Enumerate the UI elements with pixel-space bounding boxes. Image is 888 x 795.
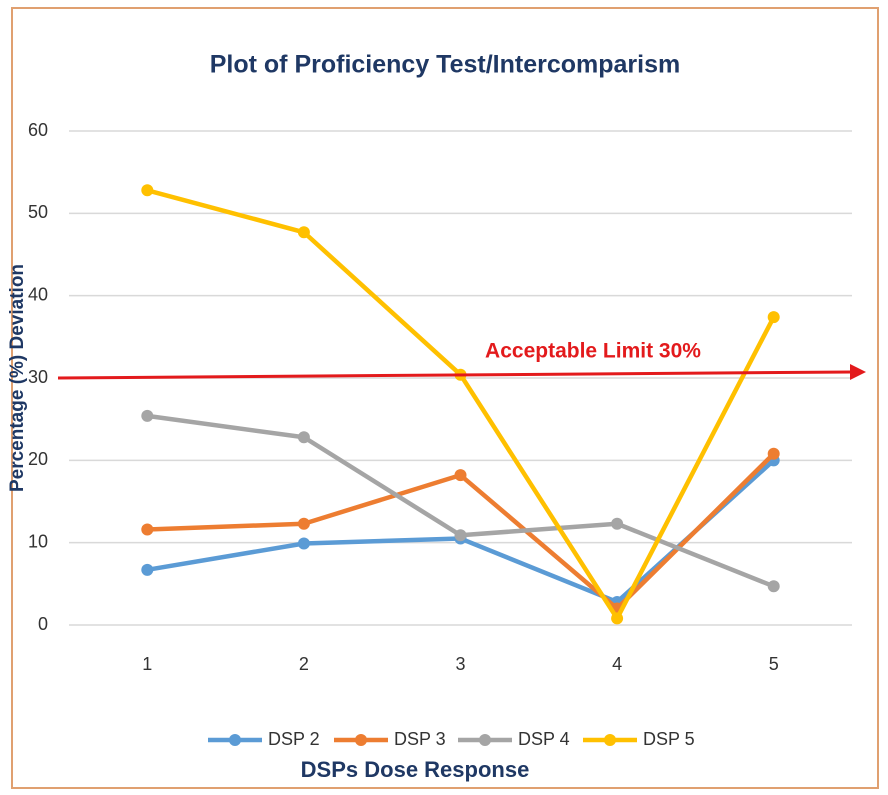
point-marker [141, 184, 154, 197]
y-tick-label: 0 [38, 614, 48, 634]
y-tick-label: 30 [28, 367, 48, 387]
y-tick-label: 10 [28, 531, 48, 551]
point-marker [297, 537, 310, 550]
point-marker [611, 612, 624, 625]
x-axis-label: DSPs Dose Response [301, 757, 530, 782]
point-marker [454, 469, 467, 482]
y-tick-label: 60 [28, 120, 48, 140]
x-tick-label: 4 [612, 654, 622, 674]
legend-marker [355, 734, 367, 746]
y-tick-label: 20 [28, 449, 48, 469]
legend-label: DSP 3 [394, 729, 446, 749]
legend-label: DSP 4 [518, 729, 570, 749]
point-marker [297, 431, 310, 444]
reference-label: Acceptable Limit 30% [485, 340, 701, 363]
point-marker [454, 529, 467, 542]
point-marker [141, 409, 154, 422]
point-marker [767, 311, 780, 324]
point-marker [611, 517, 624, 530]
legend-label: DSP 2 [268, 729, 320, 749]
reference-line [57, 370, 853, 380]
point-marker [767, 580, 780, 593]
legend-marker [479, 734, 491, 746]
x-tick-label: 5 [769, 654, 779, 674]
point-marker [297, 517, 310, 530]
x-tick-label: 1 [142, 654, 152, 674]
point-marker [141, 523, 154, 536]
legend-marker [604, 734, 616, 746]
x-tick-label: 3 [455, 654, 465, 674]
point-marker [141, 563, 154, 576]
y-tick-label: 40 [28, 284, 48, 304]
legend-marker [229, 734, 241, 746]
x-tick-label: 2 [299, 654, 309, 674]
y-tick-label: 50 [28, 202, 48, 222]
reference-arrowhead [850, 364, 866, 380]
point-marker [297, 226, 310, 239]
legend-label: DSP 5 [643, 729, 695, 749]
y-axis-label: Percentage (%) Deviation [7, 264, 28, 492]
chart-title: Plot of Proficiency Test/Intercomparism [210, 51, 680, 79]
point-marker [767, 447, 780, 460]
